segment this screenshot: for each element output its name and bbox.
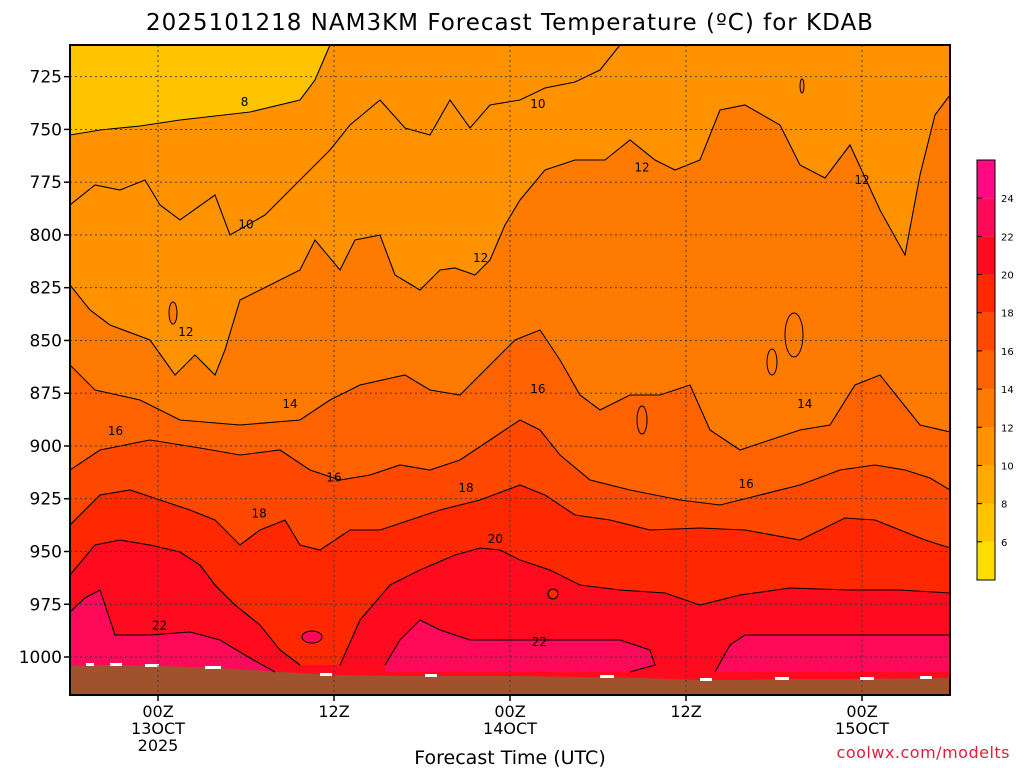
filled-contours: 8 10 10 12 12 12 12 14 14 16 16 16 16 18 18 20 22 22 — [70, 45, 950, 695]
y-tick-label: 850 — [30, 331, 62, 351]
band-22-24 — [70, 590, 950, 672]
x-tick-label: 00Z — [846, 702, 877, 721]
contour-label: 10 — [530, 97, 545, 111]
x-tick-label: 15OCT — [835, 719, 889, 738]
colorbar-tick-label: 8 — [1001, 500, 1007, 511]
y-tick-label: 875 — [30, 384, 62, 404]
colorbar: 6 8 10 12 14 16 18 20 22 24 — [976, 159, 1014, 581]
colorbar-swatch — [977, 350, 995, 390]
colorbar-tick-label: 10 — [1001, 461, 1014, 472]
small-cell — [636, 405, 648, 435]
contour-label: 16 — [108, 424, 123, 438]
contour-label: 12 — [854, 173, 869, 187]
y-tick-label: 825 — [30, 279, 62, 299]
band-6-8 — [70, 45, 330, 135]
colorbar-tick-label: 12 — [1001, 423, 1014, 434]
colorbar-swatch — [977, 160, 995, 199]
contour-label: 16 — [738, 477, 753, 491]
ground-edge-marks — [86, 663, 932, 681]
colorbar-tick-label: 24 — [1001, 194, 1014, 205]
colorbar-swatch — [977, 312, 995, 351]
colorbar-swatch — [977, 427, 995, 466]
y-tick-label: 975 — [30, 595, 62, 615]
contour-label: 12 — [178, 325, 193, 339]
contour-label: 18 — [252, 507, 267, 521]
contour-label: 16 — [530, 382, 545, 396]
colorbar-swatch — [977, 465, 995, 504]
colorbar-tick-label: 14 — [1001, 385, 1014, 396]
contour-label: 22 — [152, 618, 167, 632]
contour-label: 10 — [238, 217, 253, 231]
small-cell — [784, 312, 804, 358]
contour-labels: 8 10 10 12 12 12 12 14 14 16 16 16 16 18 18 20 22 22 — [108, 95, 870, 649]
x-tick-label: 13OCT — [131, 719, 185, 738]
y-tick-label: 725 — [30, 68, 62, 88]
y-tick-label: 950 — [30, 542, 62, 562]
colorbar-tick-label: 22 — [1001, 232, 1014, 243]
small-cell-warm — [301, 630, 323, 644]
chart-title: 2025101218 NAM3KM Forecast Temperature (… — [146, 10, 874, 36]
colorbar-swatch — [977, 541, 995, 580]
colorbar-frame — [976, 159, 996, 581]
y-tick-label: 800 — [30, 226, 62, 246]
x-tick-label: 14OCT — [483, 719, 537, 738]
x-tick-label: 00Z — [142, 702, 173, 721]
colorbar-tick-label: 18 — [1001, 309, 1014, 320]
small-cell — [799, 78, 805, 94]
y-tick-label: 1000 — [19, 648, 62, 668]
y-tick-label: 900 — [30, 437, 62, 457]
small-cell — [766, 348, 778, 376]
x-tick-label: 2025 — [138, 736, 179, 755]
credit-text: coolwx.com/modelts — [837, 743, 1010, 762]
contour-label: 14 — [282, 397, 297, 411]
contour-label: 22 — [532, 635, 547, 649]
y-tick-label: 775 — [30, 173, 62, 193]
contour-label: 16 — [326, 471, 341, 485]
contour-label: 12 — [473, 251, 488, 265]
x-tick-label: 12Z — [670, 702, 701, 721]
y-tick-label: 750 — [30, 120, 62, 140]
colorbar-swatch — [977, 198, 995, 237]
y-tick-label: 925 — [30, 490, 62, 510]
contour-label: 12 — [634, 160, 649, 174]
x-tick-label: 12Z — [318, 702, 349, 721]
colorbar-swatch — [977, 236, 995, 275]
contour-label: 8 — [241, 95, 249, 109]
colorbar-tick-label: 6 — [1001, 538, 1007, 549]
colorbar-swatch — [977, 389, 995, 428]
colorbar-swatch — [977, 274, 995, 313]
contour-label: 20 — [488, 532, 503, 546]
contour-lines — [70, 45, 950, 673]
colorbar-tick-label: 16 — [1001, 347, 1014, 358]
y-axis: 725 750 775 800 825 850 875 900 925 950 975 1000 — [19, 68, 70, 668]
contour-label: 14 — [797, 397, 812, 411]
small-cell — [168, 301, 178, 325]
small-cell — [547, 588, 559, 600]
x-tick-label: 00Z — [494, 702, 525, 721]
colorbar-swatch — [977, 503, 995, 542]
x-axis-label: Forecast Time (UTC) — [414, 747, 605, 768]
grid-vertical — [157, 45, 863, 695]
contour-label: 18 — [458, 481, 473, 495]
colorbar-tick-label: 20 — [1001, 271, 1014, 282]
